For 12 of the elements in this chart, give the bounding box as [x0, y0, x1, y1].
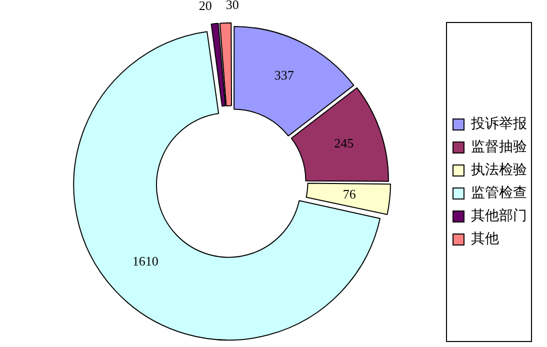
legend-label: 其他部门 [471, 208, 527, 224]
legend-label: 投诉举报 [470, 116, 527, 132]
data-label: 337 [274, 67, 294, 82]
legend-label: 监管检查 [471, 185, 527, 202]
data-label: 20 [198, 0, 212, 13]
legend-label: 监督抽验 [471, 139, 527, 156]
data-label: 245 [334, 136, 354, 151]
legend-label: 其他 [471, 231, 499, 248]
data-label: 30 [226, 0, 239, 12]
legend-label: 执法检验 [471, 162, 527, 178]
data-label: 1610 [132, 254, 158, 269]
data-label: 76 [342, 186, 356, 202]
